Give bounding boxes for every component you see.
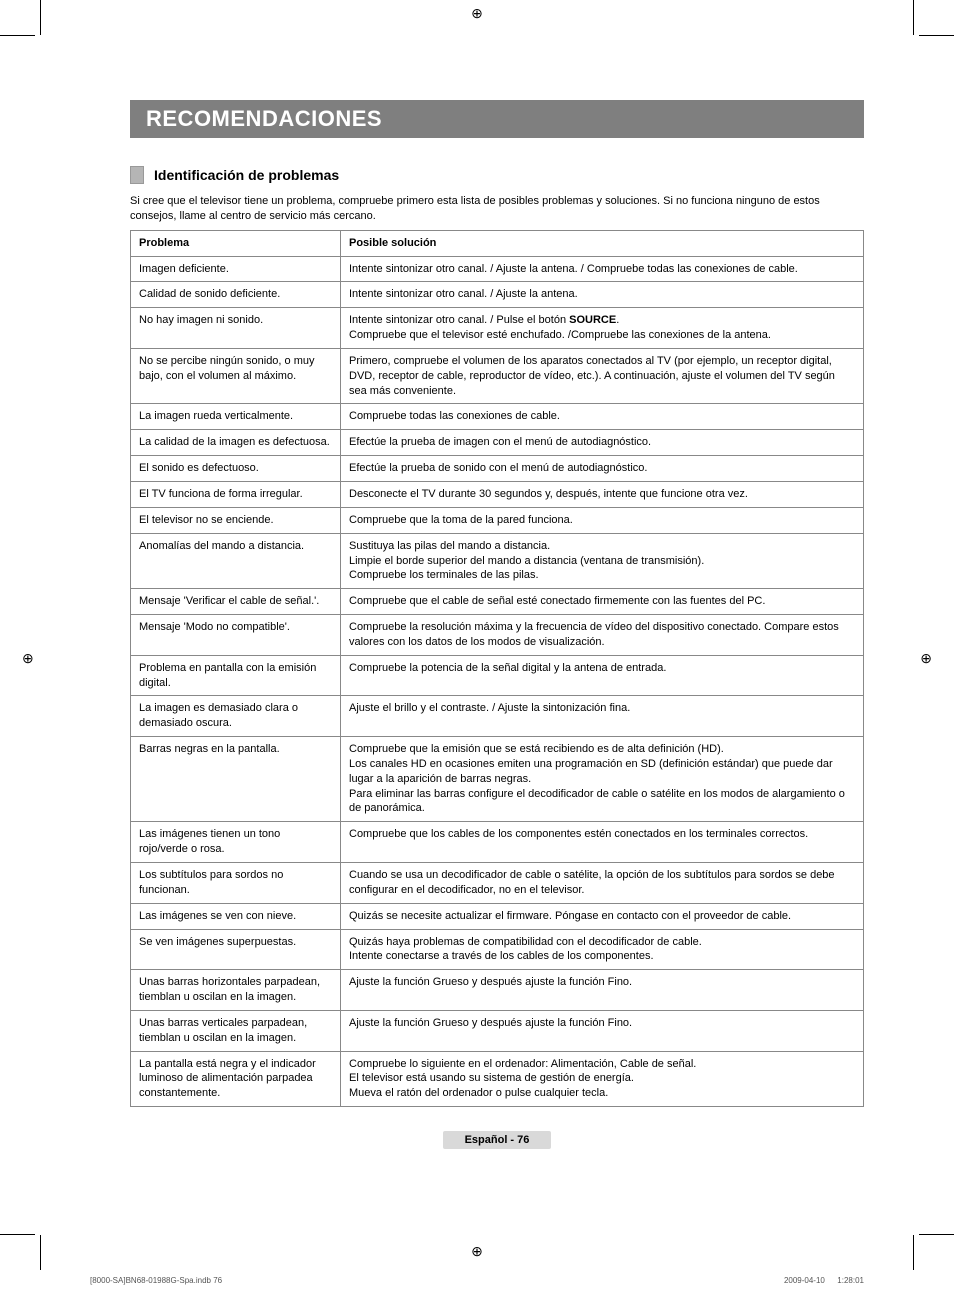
cell-problem: Se ven imágenes superpuestas. [131,929,341,970]
section-heading: Identificación de problemas [154,167,339,183]
table-row: Unas barras horizontales parpadean, tiem… [131,970,864,1011]
cell-problem: La calidad de la imagen es defectuosa. [131,430,341,456]
cell-solution: Intente sintonizar otro canal. / Pulse e… [341,308,864,349]
table-row: Mensaje 'Verificar el cable de señal.'.C… [131,589,864,615]
cell-solution: Compruebe que el cable de señal esté con… [341,589,864,615]
table-row: Calidad de sonido deficiente.Intente sin… [131,282,864,308]
cell-problem: Mensaje 'Verificar el cable de señal.'. [131,589,341,615]
cell-problem: Los subtítulos para sordos no funcionan. [131,863,341,904]
table-row: La calidad de la imagen es defectuosa.Ef… [131,430,864,456]
cell-solution: Compruebe que la toma de la pared funcio… [341,507,864,533]
table-row: Las imágenes se ven con nieve.Quizás se … [131,903,864,929]
cell-problem: Mensaje 'Modo no compatible'. [131,615,341,656]
table-row: Anomalías del mando a distancia.Sustituy… [131,533,864,589]
cell-solution: Desconecte el TV durante 30 segundos y, … [341,481,864,507]
footer-right: 2009-04-10 1:28:01 [784,1276,864,1285]
cell-problem: Anomalías del mando a distancia. [131,533,341,589]
cell-solution: Compruebe que la emisión que se está rec… [341,737,864,822]
registration-mark-bottom: ⊕ [471,1243,483,1260]
table-row: El sonido es defectuoso.Efectúe la prueb… [131,456,864,482]
cell-solution: Sustituya las pilas del mando a distanci… [341,533,864,589]
table-header-row: Problema Posible solución [131,230,864,256]
cell-solution: Ajuste la función Grueso y después ajust… [341,970,864,1011]
table-row: No se percibe ningún sonido, o muy bajo,… [131,348,864,404]
cell-problem: No hay imagen ni sonido. [131,308,341,349]
print-footer: [8000-SA]BN68-01988G-Spa.indb 76 2009-04… [90,1276,864,1285]
cell-solution: Compruebe lo siguiente en el ordenador: … [341,1051,864,1107]
col-header-solution: Posible solución [341,230,864,256]
cell-problem: No se percibe ningún sonido, o muy bajo,… [131,348,341,404]
table-row: No hay imagen ni sonido.Intente sintoniz… [131,308,864,349]
cell-problem: Barras negras en la pantalla. [131,737,341,822]
cell-solution: Efectúe la prueba de sonido con el menú … [341,456,864,482]
page-content: RECOMENDACIONES Identificación de proble… [0,0,954,1209]
cell-problem: La imagen rueda verticalmente. [131,404,341,430]
table-row: La pantalla está negra y el indicador lu… [131,1051,864,1107]
page-number: Español - 76 [443,1131,552,1149]
table-row: Las imágenes tienen un tono rojo/verde o… [131,822,864,863]
page-title-bar: RECOMENDACIONES [130,100,864,138]
section-heading-row: Identificación de problemas [130,166,864,184]
page-title: RECOMENDACIONES [146,106,382,131]
cell-solution: Primero, compruebe el volumen de los apa… [341,348,864,404]
cell-problem: Imagen deficiente. [131,256,341,282]
registration-mark-top: ⊕ [471,5,483,22]
troubleshooting-table: Problema Posible solución Imagen deficie… [130,230,864,1107]
table-row: Los subtítulos para sordos no funcionan.… [131,863,864,904]
cell-solution: Compruebe la resolución máxima y la frec… [341,615,864,656]
table-row: La imagen rueda verticalmente.Compruebe … [131,404,864,430]
cell-problem: Unas barras horizontales parpadean, tiem… [131,970,341,1011]
page-number-wrap: Español - 76 [130,1131,864,1149]
col-header-problem: Problema [131,230,341,256]
table-row: Problema en pantalla con la emisión digi… [131,655,864,696]
table-row: Se ven imágenes superpuestas.Quizás haya… [131,929,864,970]
cell-solution: Compruebe la potencia de la señal digita… [341,655,864,696]
cell-solution: Quizás haya problemas de compatibilidad … [341,929,864,970]
cell-solution: Quizás se necesite actualizar el firmwar… [341,903,864,929]
cell-solution: Cuando se usa un decodificador de cable … [341,863,864,904]
cell-problem: Problema en pantalla con la emisión digi… [131,655,341,696]
cell-solution: Ajuste la función Grueso y después ajust… [341,1010,864,1051]
cell-solution: Compruebe que los cables de los componen… [341,822,864,863]
cell-problem: La imagen es demasiado clara o demasiado… [131,696,341,737]
registration-mark-left: ⊕ [22,650,34,667]
footer-left: [8000-SA]BN68-01988G-Spa.indb 76 [90,1276,222,1285]
cell-solution: Ajuste el brillo y el contraste. / Ajust… [341,696,864,737]
table-row: El televisor no se enciende.Compruebe qu… [131,507,864,533]
table-row: Imagen deficiente.Intente sintonizar otr… [131,256,864,282]
section-tab-icon [130,166,144,184]
cell-solution: Intente sintonizar otro canal. / Ajuste … [341,282,864,308]
cell-solution: Compruebe todas las conexiones de cable. [341,404,864,430]
table-row: La imagen es demasiado clara o demasiado… [131,696,864,737]
cell-problem: Las imágenes se ven con nieve. [131,903,341,929]
intro-text: Si cree que el televisor tiene un proble… [130,194,864,224]
cell-problem: La pantalla está negra y el indicador lu… [131,1051,341,1107]
table-row: Unas barras verticales parpadean, tiembl… [131,1010,864,1051]
table-row: Mensaje 'Modo no compatible'.Compruebe l… [131,615,864,656]
cell-problem: El sonido es defectuoso. [131,456,341,482]
cell-problem: Unas barras verticales parpadean, tiembl… [131,1010,341,1051]
table-row: El TV funciona de forma irregular.Descon… [131,481,864,507]
cell-problem: Calidad de sonido deficiente. [131,282,341,308]
table-row: Barras negras en la pantalla.Compruebe q… [131,737,864,822]
cell-solution: Efectúe la prueba de imagen con el menú … [341,430,864,456]
cell-solution: Intente sintonizar otro canal. / Ajuste … [341,256,864,282]
cell-problem: El TV funciona de forma irregular. [131,481,341,507]
cell-problem: El televisor no se enciende. [131,507,341,533]
registration-mark-right: ⊕ [920,650,932,667]
cell-problem: Las imágenes tienen un tono rojo/verde o… [131,822,341,863]
